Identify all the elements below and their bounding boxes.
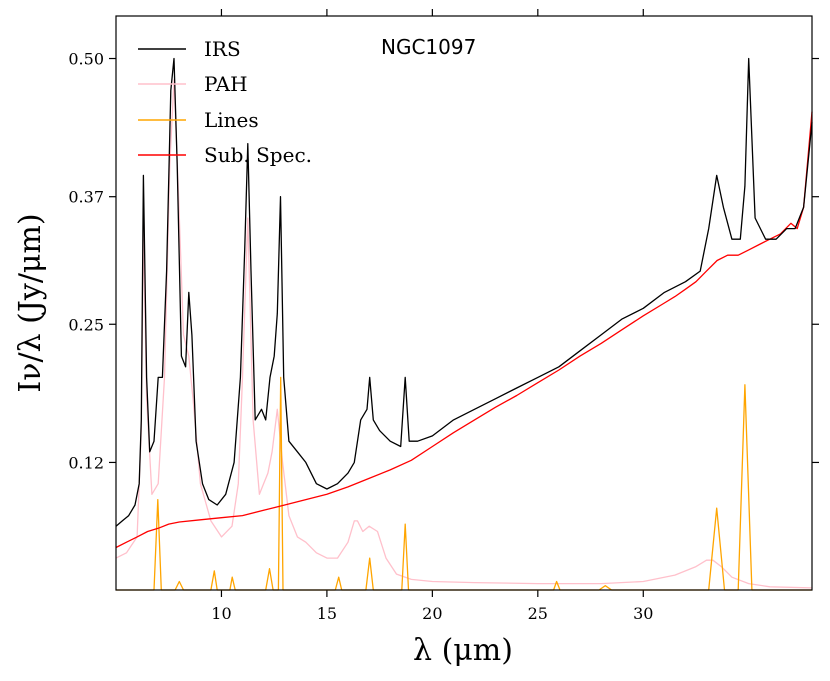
x-tick-label-10: 10 (211, 604, 231, 623)
tick-labels: 10 15 20 25 30 0.12 0.25 0.37 0.50 (68, 50, 653, 623)
y-tick-label-0.25: 0.25 (68, 315, 104, 334)
series-line-pah (115, 79, 813, 589)
x-tick-label-15: 15 (317, 604, 337, 623)
legend-label-irs: IRS (204, 37, 241, 61)
y-tick-label-0.5: 0.50 (68, 50, 104, 69)
series-group (115, 57, 813, 591)
y-axis-label: Iν/λ (Jy/μm) (13, 213, 48, 392)
plot-frame (115, 15, 813, 591)
series-line-sub-spec (115, 111, 813, 549)
y-tick-label-0.12: 0.12 (68, 453, 104, 472)
legend-label-pah: PAH (204, 72, 248, 96)
chart-title: NGC1097 (381, 35, 476, 59)
x-tick-label-30: 30 (633, 604, 653, 623)
y-tick-label-0.37: 0.37 (68, 188, 104, 207)
axis-ticks (109, 9, 819, 597)
x-tick-label-25: 25 (528, 604, 548, 623)
legend-label-sub-spec: Sub. Spec. (204, 143, 312, 167)
x-tick-label-20: 20 (422, 604, 442, 623)
x-axis-label: λ (μm) (413, 633, 513, 668)
series-line-irs (115, 57, 813, 527)
legend: IRS PAH Lines Sub. Spec. (138, 37, 312, 167)
legend-label-lines: Lines (204, 108, 259, 132)
